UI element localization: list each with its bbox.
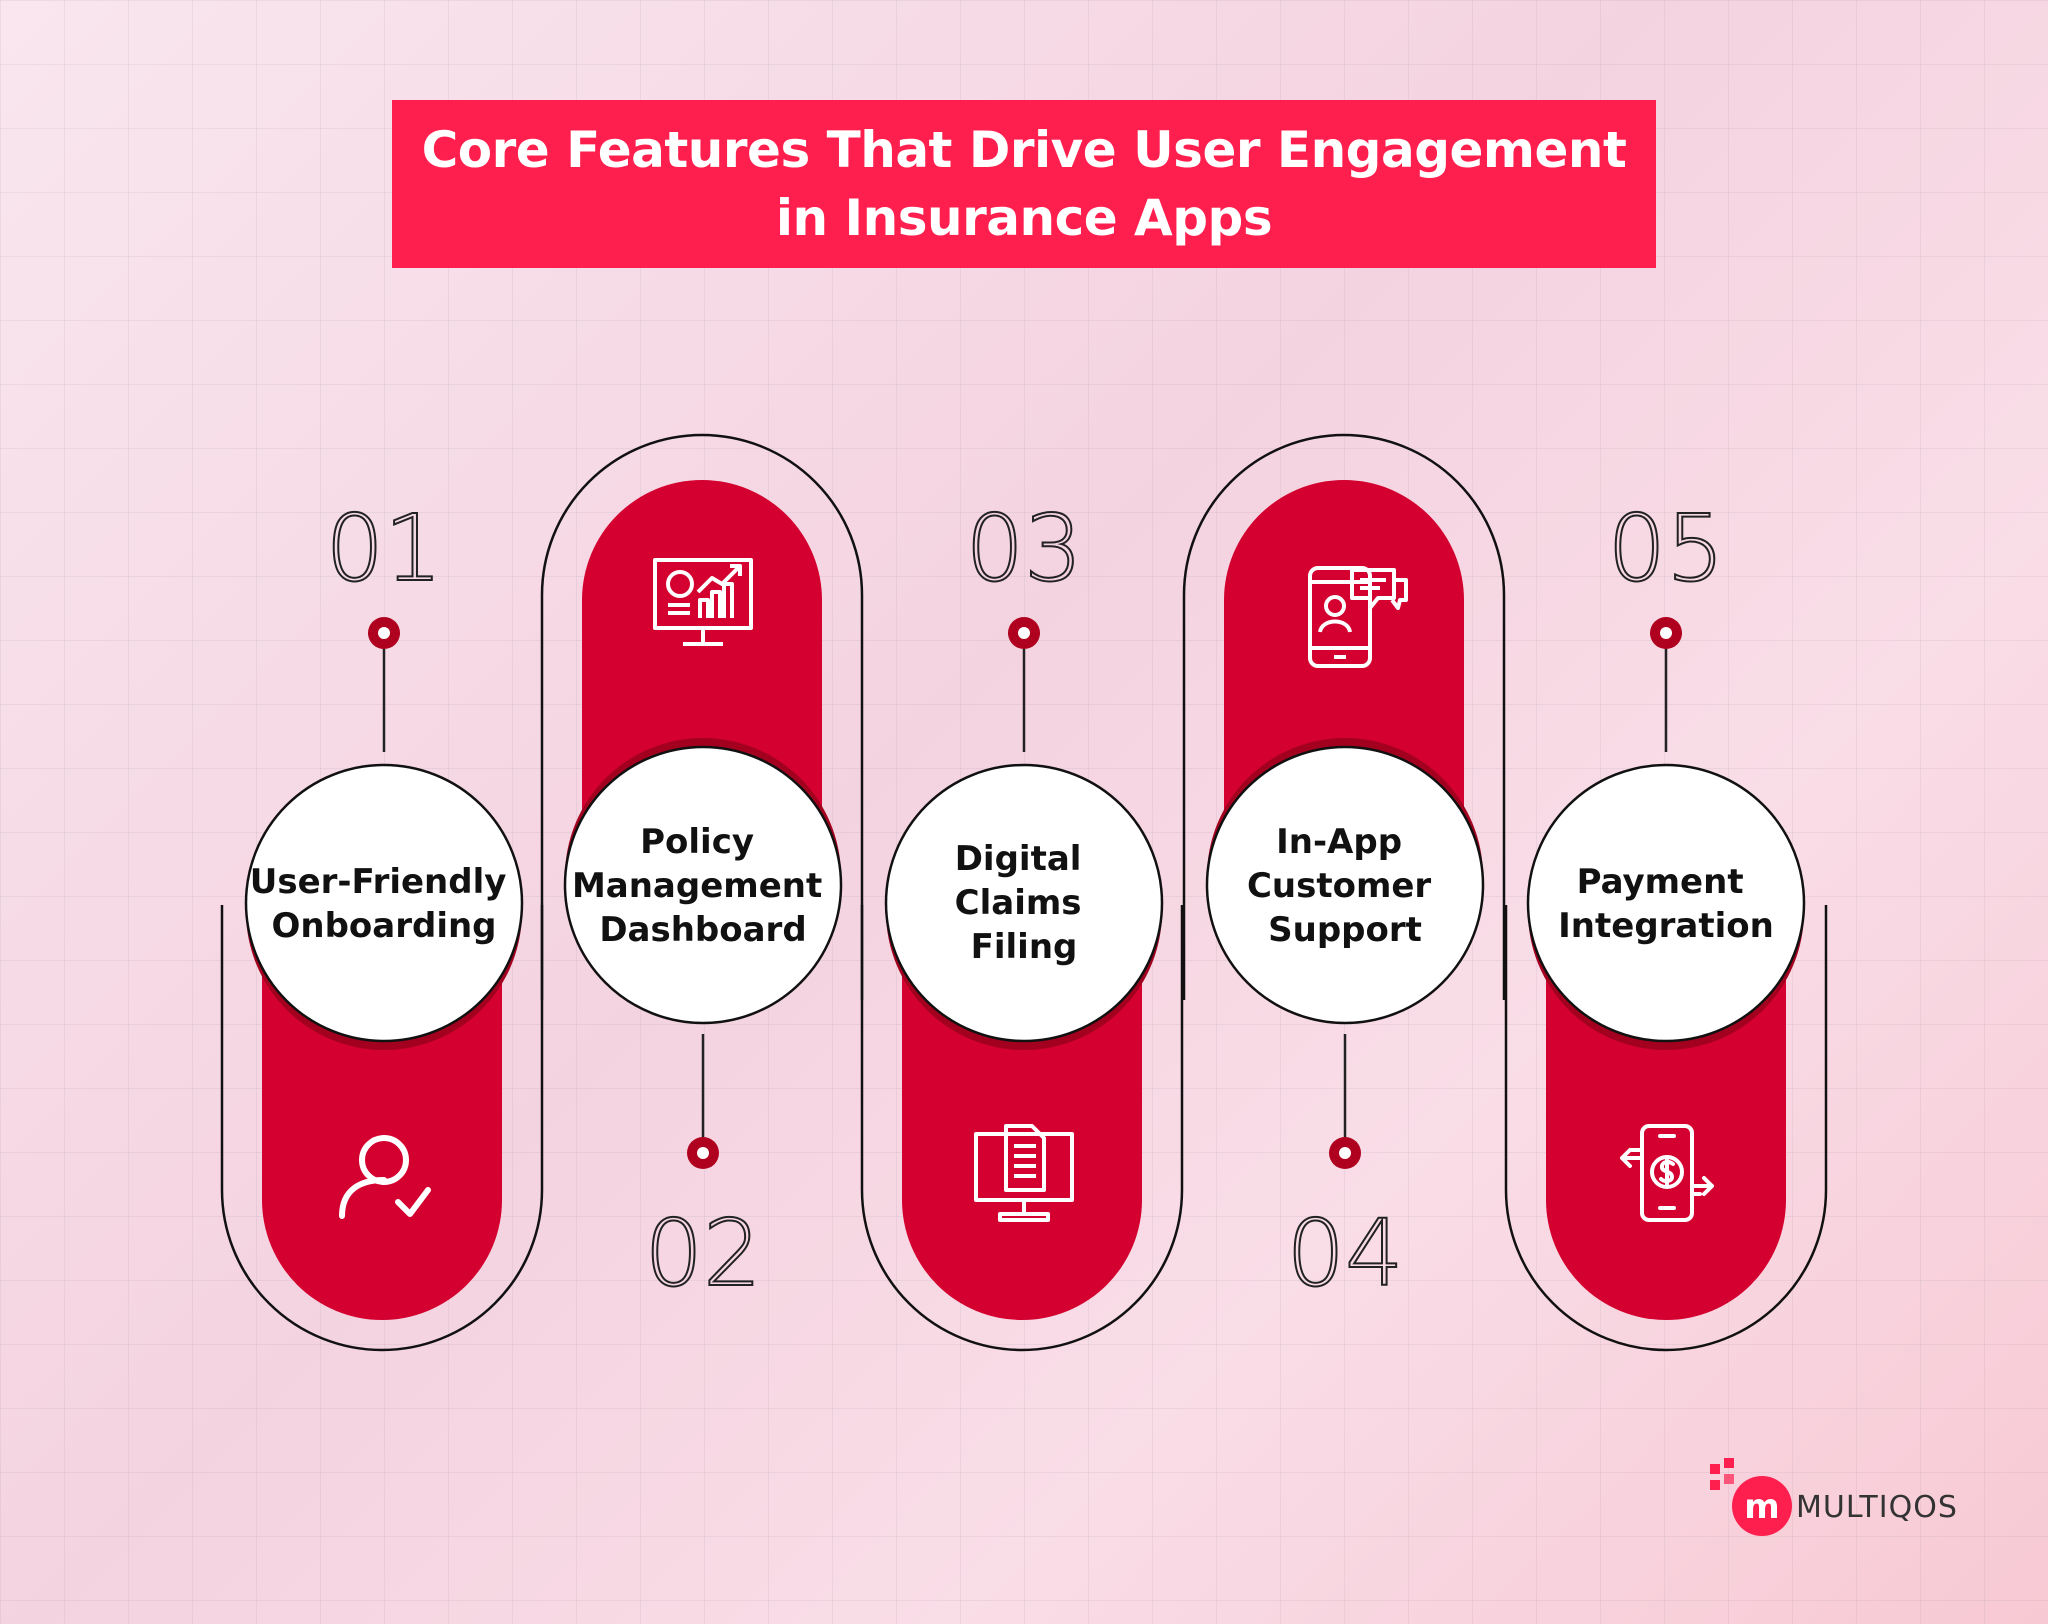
feature-2-line-3: Dashboard xyxy=(599,910,806,950)
title-line-1: Core Features That Drive User Engagement xyxy=(421,121,1627,179)
feature-1-number: 01 xyxy=(325,495,442,602)
feature-3-circle xyxy=(884,763,1164,1043)
feature-4-label: In-App Customer Support xyxy=(1247,822,1443,950)
feature-4-dot-center xyxy=(1339,1147,1351,1159)
title-banner: Core Features That Drive User Engagement… xyxy=(392,100,1656,268)
feature-1-line-2: Onboarding xyxy=(271,906,496,946)
svg-text:m: m xyxy=(1744,1487,1779,1527)
feature-5: Payment Integration 05 xyxy=(1504,494,1828,1352)
multiqos-logo-icon: m xyxy=(1710,1458,1792,1536)
feature-5-dot-center xyxy=(1660,627,1672,639)
feature-3-line-3: Filing xyxy=(971,927,1078,967)
feature-2-label: Policy Management Dashboard xyxy=(572,822,834,950)
title-line-2: in Insurance Apps xyxy=(775,189,1273,247)
feature-3-dot-center xyxy=(1018,627,1030,639)
feature-4: In-App Customer Support 04 xyxy=(1182,433,1506,1308)
feature-3-line-1: Digital xyxy=(955,839,1082,879)
feature-1-dot-center xyxy=(378,627,390,639)
feature-1: User-Friendly Onboarding 01 xyxy=(220,494,544,1352)
feature-5-label: Payment Integration xyxy=(1558,862,1774,946)
feature-2-line-2: Management xyxy=(572,866,822,906)
feature-1-circle xyxy=(244,763,524,1043)
feature-4-outline xyxy=(1182,433,1506,1000)
feature-4-line-2: Customer xyxy=(1247,866,1431,906)
user-check-icon xyxy=(339,1135,431,1219)
feature-2-dot-center xyxy=(697,1147,709,1159)
feature-5-number: 05 xyxy=(1607,495,1724,602)
feature-3-label: Digital Claims Filing xyxy=(955,839,1094,967)
dashboard-monitor-icon xyxy=(653,558,753,646)
feature-1-line-1: User-Friendly xyxy=(250,862,507,902)
phone-payment-icon xyxy=(1620,1124,1714,1222)
feature-4-line-3: Support xyxy=(1268,910,1422,950)
feature-5-circle xyxy=(1526,763,1806,1043)
feature-3-outline xyxy=(860,905,1184,1352)
phone-chat-icon xyxy=(1308,566,1408,668)
feature-2-line-1: Policy xyxy=(640,822,754,862)
feature-3-line-2: Claims xyxy=(955,883,1082,923)
feature-2: Policy Management Dashboard 02 xyxy=(540,433,864,1308)
feature-4-number: 04 xyxy=(1286,1200,1403,1307)
feature-2-circle xyxy=(563,745,843,1025)
feature-1-outline xyxy=(220,905,544,1352)
feature-4-line-1: In-App xyxy=(1276,822,1402,862)
feature-2-outline xyxy=(540,433,864,1000)
feature-4-circle xyxy=(1205,745,1485,1025)
document-monitor-icon xyxy=(974,1124,1074,1222)
feature-2-number: 02 xyxy=(644,1200,761,1307)
feature-3: Digital Claims Filing 03 xyxy=(860,494,1184,1352)
feature-5-line-2: Integration xyxy=(1558,906,1774,946)
feature-1-label: User-Friendly Onboarding xyxy=(250,862,519,946)
feature-3-number: 03 xyxy=(965,495,1082,602)
feature-5-line-1: Payment xyxy=(1577,862,1744,902)
feature-5-outline xyxy=(1504,905,1828,1352)
logo-text: MULTIQOS xyxy=(1796,1490,1958,1525)
